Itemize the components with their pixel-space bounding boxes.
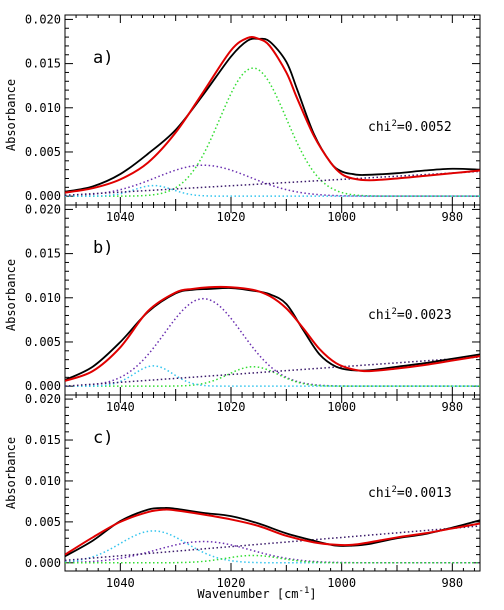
chi-superscript: 2 bbox=[391, 485, 396, 495]
fit-curve bbox=[65, 36, 480, 194]
panel-2: 0.000 0.005 0.010 0.015 0.020 1040 1020 1000 980… bbox=[25, 202, 481, 414]
chi-square-label: chi2=0.0023 bbox=[368, 307, 452, 323]
data-curve bbox=[65, 507, 480, 558]
y-tick-label: 0.000 bbox=[25, 556, 61, 570]
panel-label: b) bbox=[93, 238, 113, 258]
panel-3: 0.000 0.005 0.010 0.015 0.020 1040 1020 1000 980… bbox=[25, 392, 481, 590]
x-tick-label: 1020 bbox=[217, 576, 246, 590]
panel-1: 0.000 0.005 0.010 0.015 0.020 1040 1020 1000 980… bbox=[25, 12, 481, 224]
component-curve bbox=[65, 365, 480, 387]
component-curve bbox=[65, 365, 480, 387]
y-tick-label: 0.005 bbox=[25, 515, 61, 529]
x-axis-title-sup: -1 bbox=[299, 586, 310, 596]
chi-text: chi bbox=[368, 120, 391, 135]
chi-square-label: chi2=0.0013 bbox=[368, 485, 452, 501]
x-tick-label: 1040 bbox=[106, 576, 135, 590]
y-axis-title: Absorbance bbox=[4, 259, 18, 331]
y-tick-label: 0.010 bbox=[25, 291, 61, 305]
y-axis-title: Absorbance bbox=[4, 79, 18, 151]
chi-value: =0.0023 bbox=[397, 308, 452, 323]
y-tick-label: 0.000 bbox=[25, 189, 61, 203]
x-tick-label: 1000 bbox=[327, 210, 356, 224]
x-axis-title-main: Wavenumber [cm bbox=[197, 587, 298, 601]
chi-superscript: 2 bbox=[391, 119, 396, 129]
component-curve bbox=[65, 170, 480, 197]
plot-frame bbox=[64, 394, 481, 572]
panel-label: c) bbox=[93, 428, 113, 448]
component-curve bbox=[65, 525, 480, 562]
x-tick-label: 1040 bbox=[106, 210, 135, 224]
x-tick-label: 1020 bbox=[217, 210, 246, 224]
y-tick-label: 0.015 bbox=[25, 247, 61, 261]
chi-value: =0.0013 bbox=[397, 486, 452, 501]
fit-curve bbox=[65, 285, 480, 382]
y-tick-label: 0.010 bbox=[25, 101, 61, 115]
chi-superscript: 2 bbox=[391, 307, 396, 317]
panel-label: a) bbox=[93, 48, 113, 68]
y-tick-label: 0.000 bbox=[25, 379, 61, 393]
x-tick-label: 1040 bbox=[106, 400, 135, 414]
x-axis-title: Wavenumber [cm-1] bbox=[197, 586, 316, 601]
fit-curve bbox=[65, 508, 480, 556]
chi-value: =0.0052 bbox=[397, 120, 452, 135]
y-tick-label: 0.020 bbox=[25, 392, 61, 406]
y-tick-label: 0.005 bbox=[25, 145, 61, 159]
component-curve bbox=[65, 540, 480, 564]
y-tick-label: 0.010 bbox=[25, 474, 61, 488]
y-tick-label: 0.005 bbox=[25, 335, 61, 349]
chi-square-label: chi2=0.0052 bbox=[368, 119, 452, 135]
component-curve bbox=[65, 356, 480, 387]
component-curve bbox=[65, 184, 480, 197]
data-curve bbox=[65, 37, 480, 193]
x-tick-label: 1000 bbox=[327, 400, 356, 414]
x-tick-label: 980 bbox=[441, 210, 463, 224]
x-axis-title-close: ] bbox=[309, 587, 316, 601]
component-curve bbox=[65, 530, 480, 564]
y-tick-label: 0.020 bbox=[25, 202, 61, 216]
x-tick-label: 1020 bbox=[217, 400, 246, 414]
y-axis-title: Absorbance bbox=[4, 437, 18, 509]
x-tick-label: 980 bbox=[441, 400, 463, 414]
y-tick-label: 0.015 bbox=[25, 57, 61, 71]
y-tick-label: 0.020 bbox=[25, 12, 61, 26]
chi-text: chi bbox=[368, 486, 391, 501]
component-curve bbox=[65, 297, 480, 387]
x-tick-label: 1000 bbox=[327, 576, 356, 590]
x-tick-label: 980 bbox=[441, 576, 463, 590]
y-tick-label: 0.015 bbox=[25, 433, 61, 447]
chi-text: chi bbox=[368, 308, 391, 323]
component-curve bbox=[65, 554, 480, 564]
